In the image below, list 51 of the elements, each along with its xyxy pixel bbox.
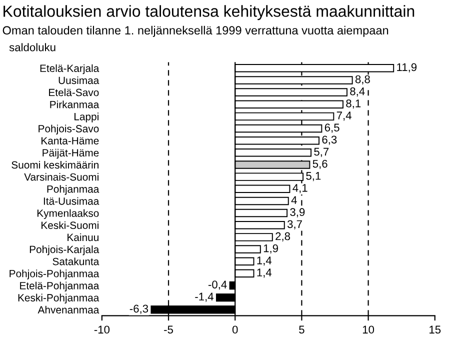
y-tick-label: Pohjois-Karjala [30, 245, 100, 256]
x-tick-label: 0 [232, 326, 238, 334]
y-tick-label: Etelä-Savo [49, 88, 99, 96]
x-tick-label: -5 [164, 326, 173, 334]
data-label: 7,4 [336, 112, 352, 121]
data-label: 1,4 [257, 268, 272, 278]
data-label: -1,4 [195, 292, 214, 302]
chart-title: Kotitalouksien arvio taloutensa kehityksestä maakunnittain [4, 5, 414, 20]
data-label: 1,4 [257, 256, 272, 266]
data-label: 2,8 [276, 232, 290, 242]
y-axis-title: saldoluku [9, 43, 56, 52]
y-tick-label: Kanta-Häme [42, 137, 99, 144]
y-tick-label: Itä-Uusimaa [44, 197, 100, 205]
data-label: 8,4 [350, 87, 365, 97]
data-label: 5,7 [314, 148, 329, 157]
y-tick-label: Pohjanmaa [47, 185, 100, 195]
y-tick-label: Kymenlaakso [37, 209, 99, 219]
y-tick-label: Varsinais-Suomi [24, 173, 98, 181]
data-label: 3,9 [290, 208, 305, 218]
data-label: 8,1 [346, 99, 361, 109]
y-tick-label: Etelä-Pohjanmaa [20, 282, 100, 292]
y-tick-label: Etelä-Karjala [40, 64, 100, 74]
x-tick-label: 10 [362, 326, 374, 334]
data-label: 6,5 [324, 124, 340, 133]
y-tick-label: Pirkanmaa [50, 100, 100, 108]
data-label: -6,3 [130, 304, 148, 314]
x-tick-label: -10 [94, 326, 110, 334]
data-label: 11,9 [397, 63, 417, 72]
data-label: 5,6 [312, 160, 328, 170]
y-tick-label: Päijät-Häme [42, 148, 99, 159]
y-tick-label: Keski-Suomi [42, 221, 98, 229]
y-tick-label: Suomi keskimäärin [12, 160, 98, 169]
data-label: 8,8 [355, 75, 370, 85]
data-label: 1,9 [264, 244, 278, 254]
data-label: -0,4 [208, 280, 227, 290]
data-label: 5,1 [306, 172, 321, 182]
y-tick-label: Satakunta [52, 258, 100, 266]
y-tick-label: Ahvenanmaa [38, 306, 100, 314]
y-tick-label: Lappi [74, 112, 98, 122]
y-tick-label: Pohjois-Savo [38, 124, 99, 134]
y-tick-label: Kainuu [68, 233, 98, 242]
data-label: 4,1 [292, 184, 308, 194]
x-tick-label: 15 [430, 326, 441, 334]
data-label: 3,7 [287, 220, 302, 230]
chart-subtitle: Oman talouden tilanne 1. neljänneksellä 1999 verrattuna vuotta aiempaan [2, 26, 388, 37]
y-tick-label: Keski-Pohjanmaa [18, 294, 100, 304]
data-label: 4 [291, 196, 297, 204]
y-tick-label: Pohjois-Pohjanmaa [10, 270, 100, 280]
y-tick-label: Uusimaa [58, 76, 100, 84]
x-tick-label: 5 [299, 326, 304, 334]
data-label: 6,3 [322, 136, 337, 145]
